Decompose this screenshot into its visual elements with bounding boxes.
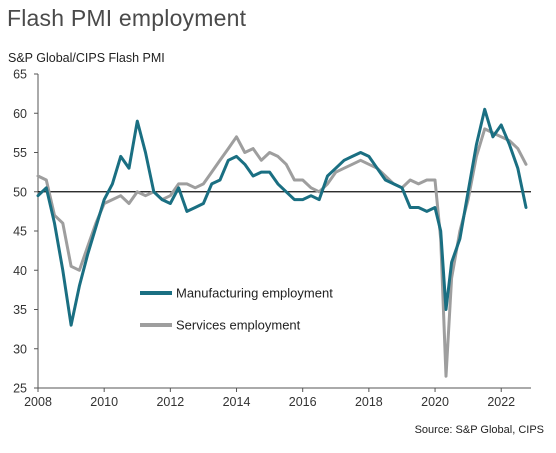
x-tick-2010: 2010 — [90, 395, 118, 409]
series-line-services — [36, 127, 528, 378]
x-tick-2014: 2014 — [223, 395, 251, 409]
y-tick-65: 65 — [13, 68, 27, 82]
x-tick-labels: 2008 2010 2012 2014 2016 2018 2020 2022 — [24, 395, 515, 409]
y-tick-40: 40 — [13, 264, 27, 278]
series-lines — [36, 107, 528, 378]
y-tick-45: 45 — [13, 225, 27, 239]
y-tick-labels: 25 30 35 40 45 50 55 60 65 — [13, 68, 27, 396]
y-tick-50: 50 — [13, 185, 27, 199]
y-tick-55: 55 — [13, 146, 27, 160]
x-tick-2016: 2016 — [289, 395, 317, 409]
legend-label-manufacturing: Manufacturing employment — [176, 286, 333, 301]
y-tick-60: 60 — [13, 107, 27, 121]
x-tick-2020: 2020 — [421, 395, 449, 409]
y-tick-30: 30 — [13, 342, 27, 356]
x-tick-2012: 2012 — [156, 395, 184, 409]
chart-title: Flash PMI employment — [7, 5, 247, 31]
legend: Manufacturing employment Services employ… — [140, 286, 333, 333]
x-tick-2018: 2018 — [355, 395, 383, 409]
source-note: Source: S&P Global, CIPS — [414, 424, 544, 436]
axes — [34, 73, 531, 392]
x-tick-2008: 2008 — [24, 395, 52, 409]
y-tick-35: 35 — [13, 303, 27, 317]
x-tick-2022: 2022 — [487, 395, 515, 409]
legend-label-services: Services employment — [176, 318, 301, 333]
y-axis-label: S&P Global/CIPS Flash PMI — [8, 51, 165, 65]
series-line-manufacturing — [36, 107, 528, 327]
y-tick-25: 25 — [13, 382, 27, 396]
